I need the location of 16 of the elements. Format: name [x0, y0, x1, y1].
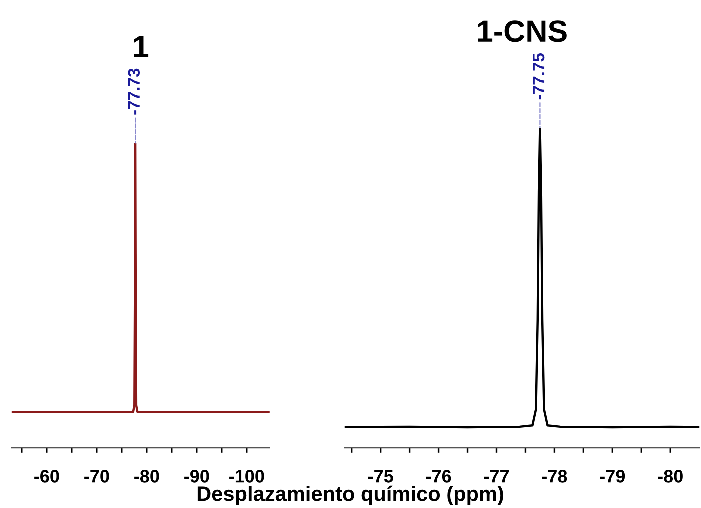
- annotation: -77.75: [533, 53, 545, 100]
- x-tick-label: -75: [368, 470, 394, 483]
- x-axis-title: Desplazamiento químico (ppm): [198, 486, 504, 506]
- x-tick-label: -70: [84, 470, 110, 483]
- x-tick-label: -80: [134, 470, 160, 483]
- annotation: -77.73: [128, 68, 140, 115]
- x-tick-label: -100: [230, 470, 264, 483]
- x-tick-label: -79: [600, 470, 626, 483]
- x-tick-label: -80: [658, 470, 683, 483]
- x-tick-label: -76: [426, 470, 452, 483]
- chart-title: 1-CNS: [478, 20, 567, 42]
- x-tick-label: -78: [542, 470, 568, 483]
- x-tick-label: -90: [184, 470, 210, 483]
- x-tick-label: -77: [484, 470, 509, 483]
- chart-title: 1: [134, 36, 149, 58]
- x-tick-label: -60: [34, 470, 60, 483]
